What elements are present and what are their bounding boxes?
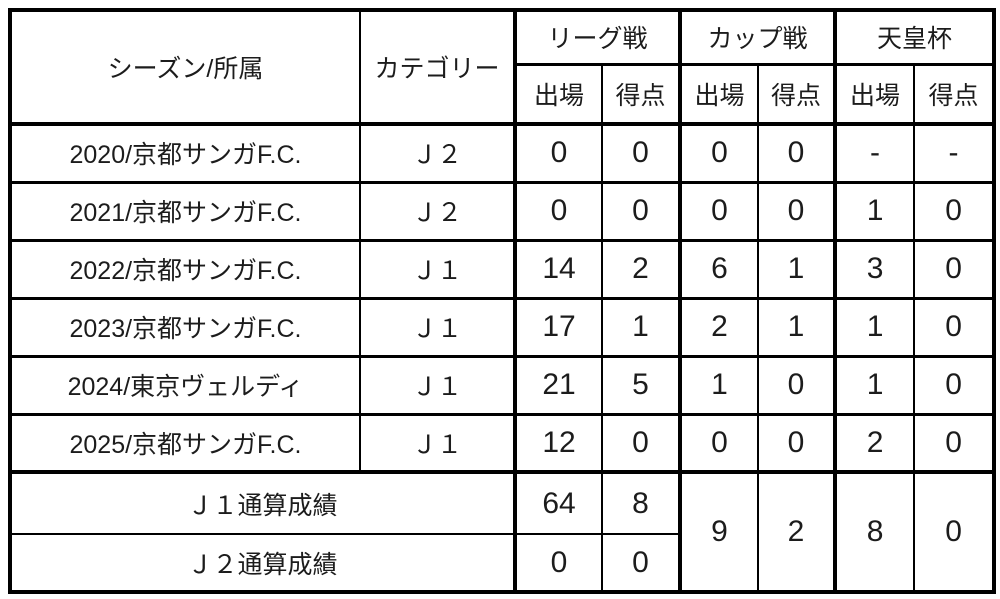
cup-goals-cell: 1 <box>757 296 837 357</box>
subheader-emperors-cup-goals: 得点 <box>913 62 996 125</box>
emperors-cup-goals-cell: 0 <box>913 412 996 473</box>
emperors-cup-apps-cell: 2 <box>833 412 916 473</box>
emperors-cup-goals-cell: 0 <box>913 354 996 415</box>
table-row: 2020/京都サンガF.C. Ｊ２ 0 0 0 0 - - <box>9 122 996 183</box>
subheader-league-goals: 得点 <box>600 62 682 125</box>
cup-goals-cell: 0 <box>757 122 837 183</box>
emperors-cup-apps-cell: 1 <box>833 180 916 241</box>
totals-row-j1: Ｊ１通算成績 64 8 9 2 8 0 <box>9 470 996 593</box>
group-header-league: リーグ戦 <box>512 9 682 65</box>
cup-apps-cell: 2 <box>678 296 760 357</box>
table-row: 2025/京都サンガF.C. Ｊ１ 12 0 0 0 2 0 <box>9 412 996 473</box>
emperors-cup-goals-cell: 0 <box>913 180 996 241</box>
category-cell: Ｊ１ <box>359 412 516 473</box>
total-league-goals-cell: 0 <box>600 533 682 593</box>
group-header-emperors-cup: 天皇杯 <box>833 9 996 65</box>
header-row-groups: シーズン/所属 カテゴリー リーグ戦 カップ戦 天皇杯 <box>9 9 996 125</box>
total-league-apps-cell: 0 <box>513 533 603 593</box>
total-cup-goals-cell: 2 <box>757 470 837 593</box>
cup-apps-cell: 0 <box>678 412 760 473</box>
league-goals-cell: 5 <box>600 354 682 415</box>
league-apps-cell: 14 <box>513 238 603 299</box>
cup-apps-cell: 6 <box>678 238 760 299</box>
emperors-cup-goals-cell: 0 <box>913 296 996 357</box>
league-goals-cell: 2 <box>600 238 682 299</box>
total-league-goals-cell: 8 <box>600 470 682 535</box>
total-label-cell: Ｊ２通算成績 <box>9 533 516 593</box>
subheader-cup-goals: 得点 <box>757 62 837 125</box>
league-goals-cell: 0 <box>600 180 682 241</box>
league-apps-cell: 17 <box>513 296 603 357</box>
total-league-apps-cell: 64 <box>513 470 603 535</box>
total-cup-apps-cell: 9 <box>678 470 760 593</box>
cup-apps-cell: 0 <box>678 122 760 183</box>
table-row: 2021/京都サンガF.C. Ｊ２ 0 0 0 0 1 0 <box>9 180 996 241</box>
totals-row-j2: Ｊ２通算成績 0 0 <box>9 533 994 593</box>
emperors-cup-goals-cell: - <box>913 122 996 183</box>
total-emperors-cup-apps-cell: 8 <box>833 470 916 593</box>
subheader-league-apps: 出場 <box>513 62 603 125</box>
cup-apps-cell: 0 <box>678 180 760 241</box>
total-emperors-cup-goals-cell: 0 <box>913 470 996 593</box>
season-stats-table: シーズン/所属 カテゴリー リーグ戦 カップ戦 天皇杯 出場 得点 出場 得点 … <box>8 8 997 594</box>
category-cell: Ｊ１ <box>359 296 516 357</box>
cup-goals-cell: 0 <box>757 412 837 473</box>
season-cell: 2020/京都サンガF.C. <box>9 122 361 183</box>
emperors-cup-apps-cell: 1 <box>833 354 916 415</box>
season-cell: 2021/京都サンガF.C. <box>9 180 361 241</box>
league-apps-cell: 12 <box>513 412 603 473</box>
category-cell: Ｊ２ <box>359 122 516 183</box>
emperors-cup-apps-cell: - <box>833 122 916 183</box>
cup-goals-cell: 0 <box>757 354 837 415</box>
cup-goals-cell: 0 <box>757 180 837 241</box>
league-goals-cell: 1 <box>600 296 682 357</box>
table-row: 2023/京都サンガF.C. Ｊ１ 17 1 2 1 1 0 <box>9 296 996 357</box>
total-label-cell: Ｊ１通算成績 <box>9 470 516 535</box>
emperors-cup-goals-cell: 0 <box>913 238 996 299</box>
cup-goals-cell: 1 <box>757 238 837 299</box>
table-row: 2024/東京ヴェルディ Ｊ１ 21 5 1 0 1 0 <box>9 354 996 415</box>
category-cell: Ｊ１ <box>359 354 516 415</box>
category-cell: Ｊ１ <box>359 238 516 299</box>
league-apps-cell: 0 <box>513 122 603 183</box>
group-header-cup: カップ戦 <box>678 9 837 65</box>
emperors-cup-apps-cell: 3 <box>833 238 916 299</box>
header-row-sub: 出場 得点 出場 得点 出場 得点 <box>10 62 996 125</box>
league-apps-cell: 21 <box>513 354 603 415</box>
category-cell: Ｊ２ <box>359 180 516 241</box>
league-apps-cell: 0 <box>513 180 603 241</box>
subheader-cup-apps: 出場 <box>678 62 760 125</box>
season-column-header: シーズン/所属 <box>9 9 361 125</box>
league-goals-cell: 0 <box>600 122 682 183</box>
league-goals-cell: 0 <box>600 412 682 473</box>
season-cell: 2023/京都サンガF.C. <box>9 296 361 357</box>
category-column-header: カテゴリー <box>359 9 516 125</box>
subheader-emperors-cup-apps: 出場 <box>833 62 916 125</box>
cup-apps-cell: 1 <box>678 354 760 415</box>
season-cell: 2024/東京ヴェルディ <box>9 354 361 415</box>
season-cell: 2025/京都サンガF.C. <box>9 412 361 473</box>
season-cell: 2022/京都サンガF.C. <box>9 238 361 299</box>
table-row: 2022/京都サンガF.C. Ｊ１ 14 2 6 1 3 0 <box>9 238 996 299</box>
emperors-cup-apps-cell: 1 <box>833 296 916 357</box>
